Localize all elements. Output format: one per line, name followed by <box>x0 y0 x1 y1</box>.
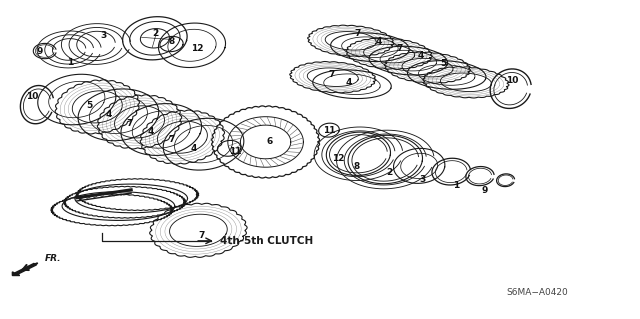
FancyArrow shape <box>12 263 36 276</box>
Text: 7: 7 <box>198 231 205 240</box>
Text: 7: 7 <box>354 29 360 38</box>
Text: 10: 10 <box>26 92 38 101</box>
Text: 7: 7 <box>126 119 132 128</box>
Text: 1: 1 <box>67 58 74 67</box>
Text: 11: 11 <box>229 147 242 156</box>
Text: S6MA−A0420: S6MA−A0420 <box>507 288 568 297</box>
Text: 4: 4 <box>418 51 424 60</box>
Text: 7: 7 <box>168 135 175 144</box>
Text: 3: 3 <box>100 31 107 40</box>
Text: 1: 1 <box>452 181 459 190</box>
Text: 10: 10 <box>506 76 518 85</box>
Text: 2: 2 <box>386 168 392 177</box>
Text: FR.: FR. <box>45 254 61 263</box>
Text: 5: 5 <box>86 101 93 110</box>
Text: 2: 2 <box>152 29 158 38</box>
Text: 9: 9 <box>482 186 488 195</box>
Text: 6: 6 <box>267 137 273 146</box>
Text: 12: 12 <box>191 44 204 53</box>
Text: 9: 9 <box>36 47 43 56</box>
Text: 4: 4 <box>376 37 382 46</box>
Text: 7: 7 <box>328 70 335 78</box>
Text: 7: 7 <box>397 44 403 53</box>
Text: 5: 5 <box>440 59 446 68</box>
Text: 8: 8 <box>168 37 175 46</box>
Text: 3: 3 <box>419 175 426 184</box>
Text: 11: 11 <box>323 126 336 135</box>
Text: 4: 4 <box>190 144 196 152</box>
Text: 4: 4 <box>106 110 112 119</box>
Text: 8: 8 <box>354 162 360 171</box>
Text: 4: 4 <box>148 127 154 136</box>
Text: 4th-5th CLUTCH: 4th-5th CLUTCH <box>220 236 313 246</box>
Text: 4: 4 <box>346 78 352 87</box>
Text: 12: 12 <box>332 154 344 163</box>
